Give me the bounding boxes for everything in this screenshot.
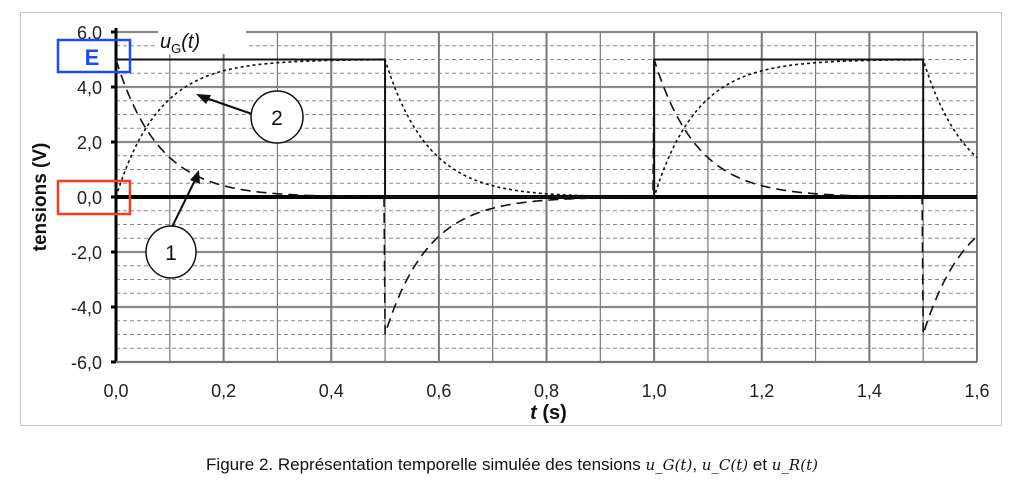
series-ur-curve-1 [115,59,978,335]
series-ug [116,58,977,198]
x-tick-label: 0,4 [319,381,344,401]
x-tick-label: 0,0 [103,381,128,401]
x-tick-label: 0,8 [534,381,559,401]
y-tick-label: 4,0 [77,78,102,98]
ug-label-bg [158,28,246,54]
y-tick-label: -2,0 [71,243,102,263]
e-label: E [85,45,100,70]
x-tick-label: 1,6 [964,381,989,401]
circle-2 [250,90,304,144]
y-tick-label: -6,0 [71,353,102,373]
y-tick-label: -4,0 [71,298,102,318]
circle-2-label: 2 [271,107,283,130]
y-tick-label: 0,0 [77,188,102,208]
arrowhead-1 [190,170,200,184]
x-tick-label: 1,4 [857,381,882,401]
y-tick-label: 6,0 [77,23,102,43]
caption-uc: u_C(t) [701,456,749,474]
ug-label: uG(t) [160,31,200,56]
circle-1 [145,225,197,279]
y-tick-label: 2,0 [77,133,102,153]
zero-highlight-box [56,179,132,216]
x-tick-label: 1,0 [642,381,667,401]
caption-ur: u_R(t) [771,456,818,474]
y-axis-title: tensions (V) [30,143,51,252]
circle-1-label: 1 [165,242,177,265]
arrowhead-2 [196,94,211,104]
caption-ug: u_G(t) [645,456,693,474]
x-axis-title: t (s) [530,402,567,424]
x-tick-label: 0,2 [211,381,236,401]
e-highlight-box [56,38,132,74]
chart-frame [20,12,1002,426]
x-tick-label: 0,6 [426,381,451,401]
series-uc-curve-2 [115,59,978,198]
figure-caption: Figure 2. Représentation temporelle simu… [206,455,818,474]
arrow-1 [171,173,199,228]
x-tick-label: 1,2 [749,381,774,401]
